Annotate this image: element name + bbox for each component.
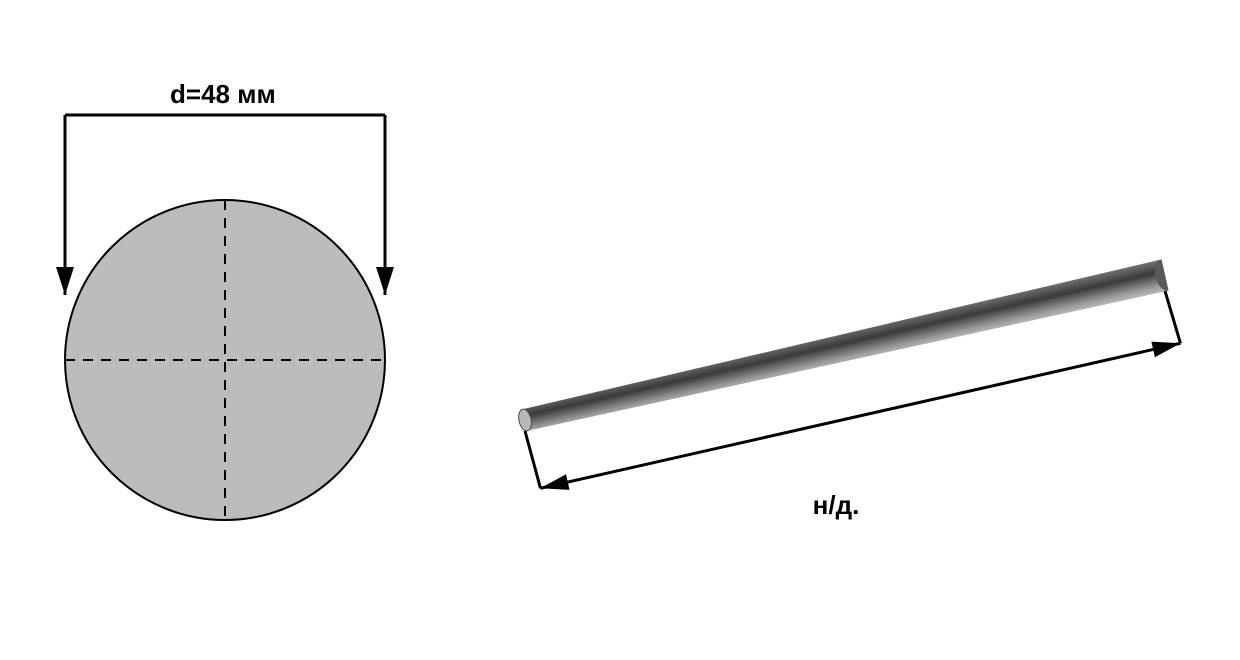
length-extension-left bbox=[525, 431, 540, 488]
length-arrowhead-right bbox=[1151, 342, 1180, 358]
length-label: н/д. bbox=[813, 490, 860, 521]
length-dimension-line bbox=[540, 343, 1180, 488]
length-arrowhead-left bbox=[540, 474, 569, 490]
length-extension-right bbox=[1165, 291, 1180, 343]
diagram-canvas: d=48 мм н/д. bbox=[0, 0, 1240, 660]
diameter-label: d=48 мм bbox=[170, 79, 276, 110]
rod-body bbox=[523, 259, 1169, 430]
